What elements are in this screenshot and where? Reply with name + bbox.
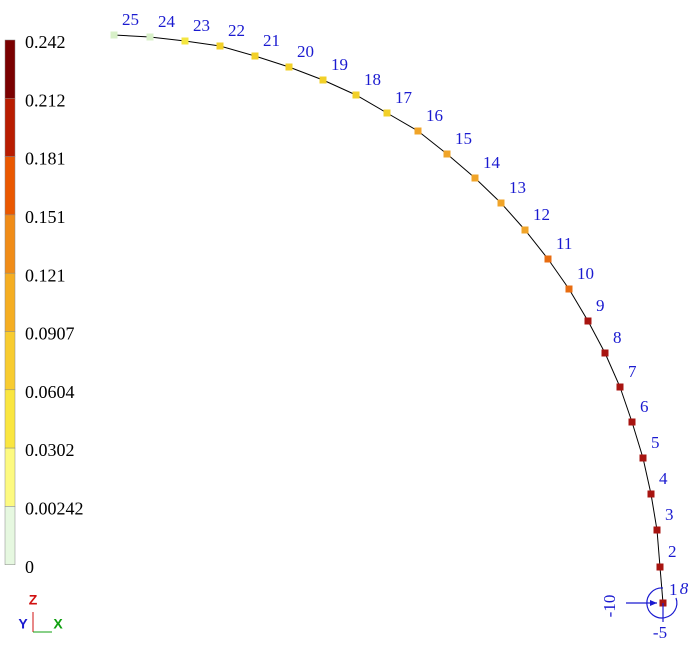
node-label: 8 (613, 328, 622, 347)
member (113, 34, 664, 604)
legend-label: 0.242 (25, 32, 66, 52)
node (285, 63, 293, 71)
legend-label: 0.00242 (25, 499, 84, 519)
legend-label: 0.121 (25, 265, 66, 285)
node (110, 31, 118, 39)
legend-swatch (4, 272, 16, 332)
node (639, 454, 647, 462)
legend-label: 0.181 (25, 149, 66, 169)
node (181, 37, 189, 45)
node-label: 19 (331, 55, 348, 74)
node-label: 5 (651, 433, 660, 452)
node-label: 3 (665, 505, 674, 524)
node-label: 23 (193, 16, 210, 35)
node-label: 25 (122, 10, 139, 29)
node (544, 255, 552, 263)
legend: 0.242 0.212 0.181 0.151 0.121 0.0907 0.0604 0.0… (4, 32, 84, 577)
legend-swatch (4, 98, 16, 157)
legend-label: 0.0302 (25, 440, 75, 460)
node (584, 317, 592, 325)
legend-label: 0.212 (25, 90, 66, 110)
support-label: 8 (680, 579, 689, 598)
node (383, 109, 391, 117)
node-label: 10 (577, 264, 594, 283)
triad-label: Z (29, 592, 38, 608)
node (616, 383, 624, 391)
legend-swatch (4, 389, 16, 449)
legend-label: 0 (25, 557, 34, 577)
node (443, 150, 451, 158)
node-label: 7 (628, 362, 637, 381)
node-label: 17 (395, 88, 413, 107)
node-label: 15 (455, 129, 472, 148)
node (497, 199, 505, 207)
arrow-head (650, 600, 657, 606)
node-label: 24 (158, 12, 176, 31)
node (319, 76, 327, 84)
node (653, 526, 661, 534)
node-label: 6 (640, 397, 649, 416)
legend-label: 0.0604 (25, 382, 75, 402)
node (146, 33, 154, 41)
support-label: -5 (653, 623, 667, 642)
triad: Z Y X (18, 592, 63, 633)
node-label: 1 (669, 580, 678, 599)
node-label: 20 (297, 42, 314, 61)
node (216, 42, 224, 50)
node-label: 14 (483, 153, 501, 172)
node-label: 21 (263, 31, 280, 50)
node-label: 2 (668, 542, 677, 561)
legend-label: 0.0907 (25, 324, 75, 344)
node (628, 418, 636, 426)
legend-swatch (4, 331, 16, 391)
legend-swatch (4, 447, 16, 507)
node-label: 12 (533, 205, 550, 224)
structure: 1234567891011121314151617181920212223242… (110, 10, 678, 607)
node (521, 226, 529, 234)
legend-label: 0.151 (25, 207, 66, 227)
node (414, 127, 422, 135)
triad-label: X (53, 616, 63, 632)
triad-label: Y (18, 616, 28, 632)
node-label: 13 (509, 178, 526, 197)
legend-swatch (4, 39, 16, 99)
node (471, 174, 479, 182)
node-label: 22 (228, 21, 245, 40)
node-label: 18 (364, 70, 381, 89)
node (647, 490, 655, 498)
node-label: 16 (426, 106, 443, 125)
support-label: -10 (600, 595, 619, 618)
rotation-arc (646, 587, 678, 619)
node (352, 91, 360, 99)
node (251, 52, 259, 60)
node-label: 9 (596, 296, 605, 315)
legend-swatch (4, 156, 16, 216)
node (656, 563, 664, 571)
legend-swatch (4, 506, 16, 565)
node (565, 285, 573, 293)
support: -10 8 -5 (600, 579, 689, 642)
node-label: 11 (556, 234, 572, 253)
node (601, 349, 609, 357)
legend-swatch (4, 214, 16, 274)
node-label: 4 (659, 469, 668, 488)
